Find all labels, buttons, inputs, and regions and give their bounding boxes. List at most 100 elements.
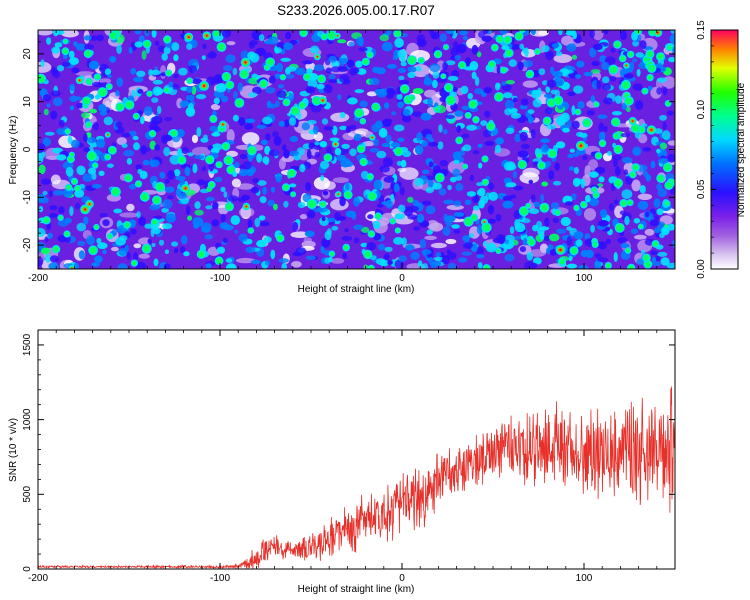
spectrogram-cell: [334, 147, 342, 156]
spectrogram-cell: [617, 237, 628, 244]
spectrogram-cell: [83, 133, 88, 142]
spectrogram-cell: [265, 133, 271, 141]
spectrogram-cell: [220, 213, 226, 223]
spectrogram-cell: [330, 258, 345, 264]
spectrogram-cell: [472, 150, 480, 155]
spectrogram-cell: [514, 222, 526, 233]
spectrogram-cell: [555, 210, 560, 215]
spectrogram-peak: [334, 143, 337, 145]
spectrogram-cell: [323, 126, 334, 131]
spectrogram-cell: [607, 151, 612, 156]
spectrogram-cell: [375, 213, 381, 219]
spectrogram-cell: [544, 117, 551, 125]
spectrogram-cell: [164, 88, 169, 93]
spectrogram-cell: [597, 114, 608, 119]
spectrogram-cell: [546, 247, 551, 255]
spectrogram-cell: [283, 99, 290, 106]
spectrogram-cell: [187, 215, 193, 221]
spectrogram-cell: [630, 172, 636, 178]
spectrogram-cell: [191, 85, 197, 95]
spectrogram-cell: [320, 174, 325, 182]
spectrogram-cell: [208, 51, 217, 59]
spectrogram-cell: [445, 60, 456, 66]
spectrogram-cell: [456, 125, 462, 133]
spectrogram-cell: [605, 263, 611, 268]
spectrogram-cell: [597, 257, 609, 263]
spectrogram-cell: [421, 169, 430, 175]
spectrogram-cell: [220, 186, 226, 192]
spectrogram-cell: [367, 52, 373, 58]
spectrogram-cell: [375, 258, 386, 265]
spectrogram-cell: [260, 80, 267, 88]
spectrogram-cell: [648, 64, 656, 72]
spectrogram-cell: [430, 242, 447, 249]
spectrogram-cell: [585, 249, 594, 259]
spectrogram-cell: [141, 193, 149, 201]
spectrogram-cell: [492, 44, 498, 51]
spectrogram-cell: [200, 222, 212, 232]
spectrogram-cell: [328, 55, 337, 63]
spectrogram-cell: [636, 68, 641, 77]
spectrogram-peak: [222, 123, 224, 126]
spectrogram-cell: [322, 190, 329, 196]
spectrogram-peak: [321, 99, 324, 102]
spectrogram-cell: [548, 233, 560, 242]
spectrogram-cell: [482, 179, 488, 185]
spectrogram-cell: [615, 95, 622, 104]
spectrogram-cell: [594, 259, 602, 269]
spectrogram-cell: [442, 128, 448, 135]
spectrogram-cell: [69, 152, 74, 157]
spectrogram-cell: [665, 201, 670, 206]
spectrogram-cell: [186, 43, 193, 50]
spectrogram-cell: [653, 198, 661, 208]
spectrogram-cell: [540, 193, 545, 203]
spectrogram-cell: [397, 101, 405, 109]
spectrogram-cell: [237, 197, 246, 202]
spectrogram-cell: [472, 205, 480, 211]
spectrogram-peak: [244, 61, 247, 64]
spectrogram-cell: [205, 205, 213, 210]
spectrogram-cell: [314, 151, 321, 158]
spectrogram-cell: [355, 109, 363, 117]
spectrogram-cell: [264, 157, 270, 166]
spectrogram-cell: [530, 194, 536, 204]
spectrogram-cell: [659, 114, 667, 121]
spectrogram-cell: [331, 226, 339, 231]
spectrogram-cell: [40, 178, 51, 185]
spectrogram-cell: [381, 201, 391, 206]
x-tick-label: 100: [576, 273, 593, 284]
spectrogram-cell: [40, 59, 45, 68]
spectrogram-cell: [517, 150, 529, 158]
spectrogram-cell: [360, 242, 368, 248]
spectrogram-cell: [385, 134, 392, 143]
spectrogram-cell: [226, 81, 234, 89]
spectrogram-cell: [514, 235, 521, 240]
spectrogram-cell: [206, 76, 216, 86]
spectrogram-cell: [483, 265, 490, 269]
spectrogram-cell: [138, 216, 146, 226]
spectrogram-cell: [64, 236, 71, 244]
spectrogram-cell: [556, 51, 563, 56]
spectrogram-cell: [639, 185, 646, 194]
spectrogram-cell: [598, 220, 609, 227]
spectrogram-cell: [414, 145, 424, 155]
spectrogram-cell: [353, 133, 362, 141]
spectrogram-cell: [61, 61, 71, 67]
spectrogram-cell: [150, 69, 161, 76]
spectrogram-cell: [38, 164, 46, 175]
spectrogram-cell: [106, 163, 114, 168]
spectrogram-cell: [530, 262, 538, 269]
spectrogram-cell: [449, 176, 457, 183]
spectrogram-cell: [128, 46, 133, 54]
spectrogram-cell: [256, 239, 267, 248]
spectrogram-cell: [270, 186, 276, 193]
spectrogram-cell: [402, 150, 412, 158]
spectrogram-cell: [99, 212, 108, 218]
spectrogram-cell: [643, 254, 650, 261]
spectrogram-cell: [382, 157, 393, 167]
spectrogram-cell: [289, 135, 298, 143]
spectrogram-cell: [173, 54, 179, 62]
spectrogram-cell: [559, 258, 565, 265]
spectrogram-cell: [627, 200, 633, 205]
spectrogram-cell: [328, 73, 336, 80]
